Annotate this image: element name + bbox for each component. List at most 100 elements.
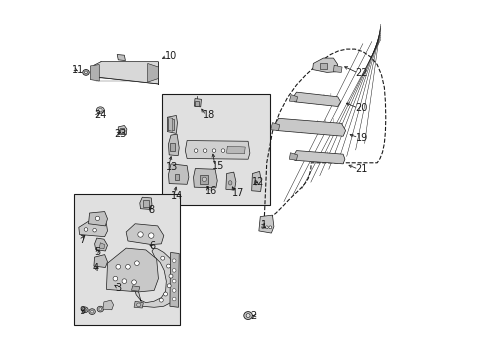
Ellipse shape [212, 149, 215, 152]
Text: 6: 6 [149, 241, 155, 251]
Text: 1: 1 [260, 220, 266, 230]
Ellipse shape [138, 232, 143, 237]
Ellipse shape [228, 181, 231, 185]
Text: 19: 19 [355, 133, 367, 143]
Ellipse shape [93, 228, 96, 232]
Bar [142, 200, 149, 207]
Ellipse shape [265, 226, 267, 229]
Ellipse shape [172, 297, 176, 301]
Ellipse shape [125, 265, 130, 269]
Ellipse shape [268, 226, 271, 229]
Polygon shape [169, 252, 179, 307]
Ellipse shape [245, 314, 249, 318]
Ellipse shape [113, 276, 118, 281]
Ellipse shape [99, 308, 102, 311]
Text: 3: 3 [115, 283, 122, 293]
Bar [195, 101, 199, 106]
Ellipse shape [82, 69, 89, 75]
Polygon shape [102, 300, 113, 310]
Polygon shape [140, 197, 152, 210]
Polygon shape [289, 153, 297, 160]
Ellipse shape [172, 279, 176, 283]
Polygon shape [79, 221, 107, 237]
Polygon shape [131, 286, 140, 291]
Polygon shape [168, 134, 179, 156]
Polygon shape [274, 118, 345, 136]
Polygon shape [147, 63, 158, 82]
Text: 4: 4 [93, 263, 99, 273]
Polygon shape [118, 126, 126, 135]
Polygon shape [270, 123, 279, 131]
Ellipse shape [83, 309, 86, 311]
Polygon shape [94, 62, 158, 84]
Ellipse shape [163, 292, 167, 296]
Ellipse shape [89, 309, 95, 315]
Text: 7: 7 [79, 235, 85, 245]
Polygon shape [289, 95, 297, 102]
Ellipse shape [99, 108, 102, 112]
Ellipse shape [96, 107, 104, 113]
Text: 11: 11 [72, 64, 84, 75]
Polygon shape [126, 224, 163, 244]
Text: 20: 20 [355, 103, 367, 113]
Text: 8: 8 [148, 206, 155, 216]
Ellipse shape [261, 226, 264, 229]
Ellipse shape [131, 280, 136, 284]
Text: 16: 16 [204, 186, 217, 197]
Ellipse shape [202, 177, 206, 181]
Polygon shape [225, 172, 235, 190]
Ellipse shape [167, 284, 171, 288]
Polygon shape [168, 118, 172, 131]
Ellipse shape [116, 265, 121, 269]
Ellipse shape [230, 149, 233, 152]
Ellipse shape [90, 310, 93, 313]
Ellipse shape [161, 256, 164, 260]
Polygon shape [193, 168, 217, 188]
Ellipse shape [122, 279, 126, 283]
Polygon shape [292, 92, 340, 107]
Polygon shape [258, 215, 273, 233]
Polygon shape [117, 54, 125, 60]
Polygon shape [333, 65, 341, 72]
Ellipse shape [254, 181, 257, 185]
Bar [200, 175, 208, 184]
Ellipse shape [221, 149, 224, 152]
Polygon shape [168, 164, 188, 184]
Ellipse shape [84, 228, 88, 231]
Polygon shape [99, 243, 104, 249]
Polygon shape [293, 150, 344, 164]
Ellipse shape [203, 149, 206, 152]
Bar [175, 174, 179, 180]
Text: 14: 14 [171, 191, 183, 201]
Ellipse shape [172, 259, 176, 262]
Polygon shape [226, 146, 244, 154]
Ellipse shape [84, 71, 87, 74]
Polygon shape [134, 301, 143, 308]
Text: 2: 2 [250, 311, 256, 320]
Bar [170, 143, 175, 150]
Bar [120, 128, 124, 133]
Text: 18: 18 [203, 111, 215, 121]
Ellipse shape [136, 303, 141, 307]
Ellipse shape [244, 312, 252, 319]
Text: 17: 17 [231, 188, 244, 198]
Ellipse shape [194, 149, 198, 152]
Ellipse shape [81, 307, 88, 313]
Ellipse shape [172, 269, 176, 272]
Text: 5: 5 [94, 247, 101, 257]
Text: 22: 22 [355, 68, 367, 78]
Text: 9: 9 [80, 306, 85, 316]
Text: 21: 21 [355, 164, 367, 174]
Polygon shape [94, 255, 107, 267]
Ellipse shape [95, 216, 100, 221]
Text: 13: 13 [165, 162, 178, 172]
Ellipse shape [166, 264, 170, 268]
Ellipse shape [172, 289, 176, 292]
Polygon shape [251, 171, 261, 192]
Ellipse shape [169, 274, 173, 278]
Ellipse shape [238, 149, 242, 152]
Bar [74, 194, 180, 325]
Text: 10: 10 [164, 51, 177, 61]
Text: 15: 15 [212, 161, 224, 171]
Polygon shape [106, 248, 158, 292]
